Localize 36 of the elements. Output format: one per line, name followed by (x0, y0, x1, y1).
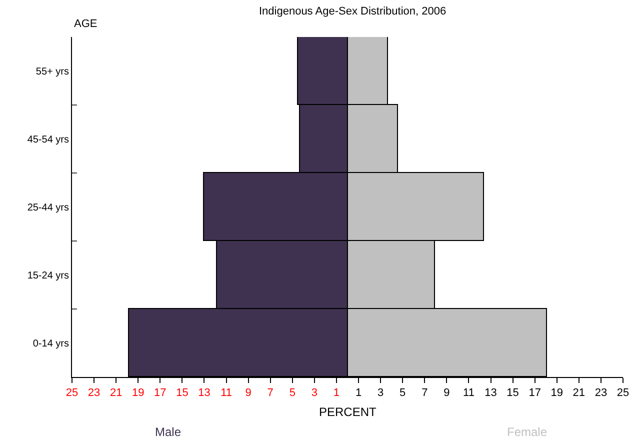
y-tick-label: 45-54 yrs (27, 134, 69, 146)
x-tick-label: 15 (506, 387, 519, 400)
text: Male (155, 425, 182, 439)
y-tick-label: 25-44 yrs (27, 202, 69, 214)
x-tick-label: 17 (528, 387, 541, 400)
x-tick-label: 13 (484, 387, 497, 400)
x-tick-label: 15 (176, 387, 188, 400)
x-tick-label: 19 (132, 387, 144, 400)
x-tick-label: 9 (444, 387, 450, 400)
chart-title: Indigenous Age-Sex Distribution, 2006 (258, 5, 446, 18)
y-tick-label: 15-24 yrs (27, 270, 69, 282)
x-tick-label: 5 (400, 387, 406, 400)
y-tick-label: 55+ yrs (36, 66, 69, 78)
x-tick-label: 25 (66, 387, 78, 400)
x-tick-label: 1 (355, 387, 362, 400)
x-tick-label: 3 (311, 387, 318, 400)
x-tick-label: 3 (377, 387, 384, 400)
x-tick-label: 9 (245, 387, 252, 400)
text: Female (507, 425, 548, 439)
x-tick-label: 21 (110, 387, 122, 400)
x-tick-label: 17 (154, 387, 166, 400)
x-tick-label: 7 (267, 387, 274, 400)
x-axis-title: PERCENT (319, 405, 378, 419)
y-axis-title: AGE (74, 18, 98, 30)
x-tick-label: 23 (594, 387, 608, 400)
x-tick-label: 5 (289, 387, 296, 400)
x-tick-label: 7 (422, 387, 428, 400)
x-tick-label: 19 (550, 387, 564, 400)
x-tick-label: 1 (333, 387, 340, 400)
y-tick-label: 0-14 yrs (32, 338, 69, 350)
x-tick-label: 13 (198, 387, 210, 400)
x-tick-label: 11 (220, 387, 232, 400)
x-tick-label: 25 (616, 387, 630, 400)
x-tick-label: 23 (88, 387, 100, 400)
x-tick-label: 11 (463, 387, 474, 400)
x-tick-label: 21 (572, 387, 586, 400)
